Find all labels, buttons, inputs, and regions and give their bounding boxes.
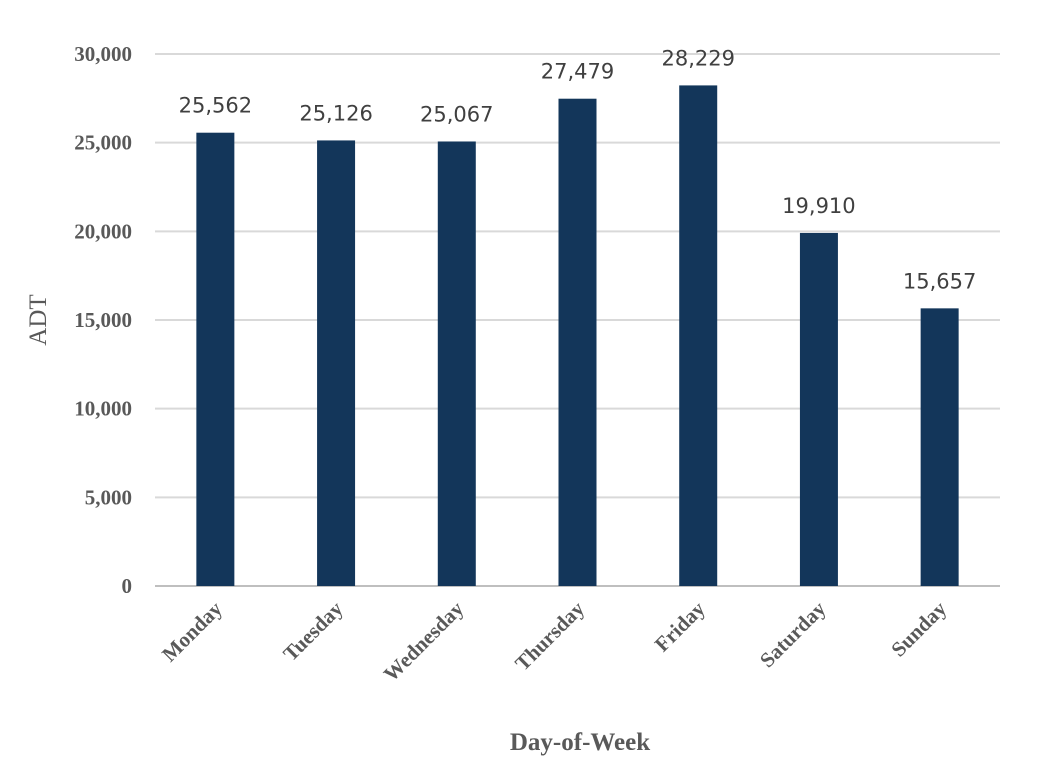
bar-thursday xyxy=(558,98,597,586)
x-tick-label: Sunday xyxy=(886,596,951,661)
x-tick-label: Wednesday xyxy=(379,596,469,686)
bar-monday xyxy=(196,132,235,586)
x-tick-label: Tuesday xyxy=(278,596,348,666)
bar-wednesday xyxy=(437,141,476,587)
x-axis-title: Day-of-Week xyxy=(510,729,650,756)
x-tick-label: Friday xyxy=(650,596,710,656)
y-tick-label: 20,000 xyxy=(74,219,132,243)
data-label: 25,562 xyxy=(179,94,252,118)
y-axis-ticks: 0 5,000 10,000 15,000 20,000 25,000 30,000 xyxy=(74,42,132,598)
y-tick-label: 30,000 xyxy=(74,42,132,66)
bar-tuesday xyxy=(317,140,356,587)
y-tick-label: 5,000 xyxy=(85,485,132,509)
data-label: 19,910 xyxy=(782,194,855,218)
x-tick-label: Thursday xyxy=(510,596,589,675)
x-tick-label: Monday xyxy=(157,596,227,666)
bar-saturday xyxy=(799,232,838,587)
bars xyxy=(196,85,959,587)
x-axis-ticks: Monday Tuesday Wednesday Thursday Friday Satu… xyxy=(157,596,951,686)
y-tick-label: 10,000 xyxy=(74,397,132,421)
bar-sunday xyxy=(920,308,959,586)
y-axis-title: ADT xyxy=(25,294,52,345)
y-tick-label: 15,000 xyxy=(74,308,132,332)
bar-friday xyxy=(679,85,718,586)
data-label: 28,229 xyxy=(661,46,734,70)
data-label: 27,479 xyxy=(541,60,614,84)
data-label: 25,067 xyxy=(420,102,493,126)
y-tick-label: 0 xyxy=(122,574,133,598)
x-tick-label: Saturday xyxy=(755,596,831,672)
data-label: 15,657 xyxy=(903,269,976,293)
data-labels: 25,562 25,126 25,067 27,479 28,229 19,910 15,6… xyxy=(179,46,977,293)
y-tick-label: 25,000 xyxy=(74,131,132,155)
data-label: 25,126 xyxy=(299,101,372,125)
